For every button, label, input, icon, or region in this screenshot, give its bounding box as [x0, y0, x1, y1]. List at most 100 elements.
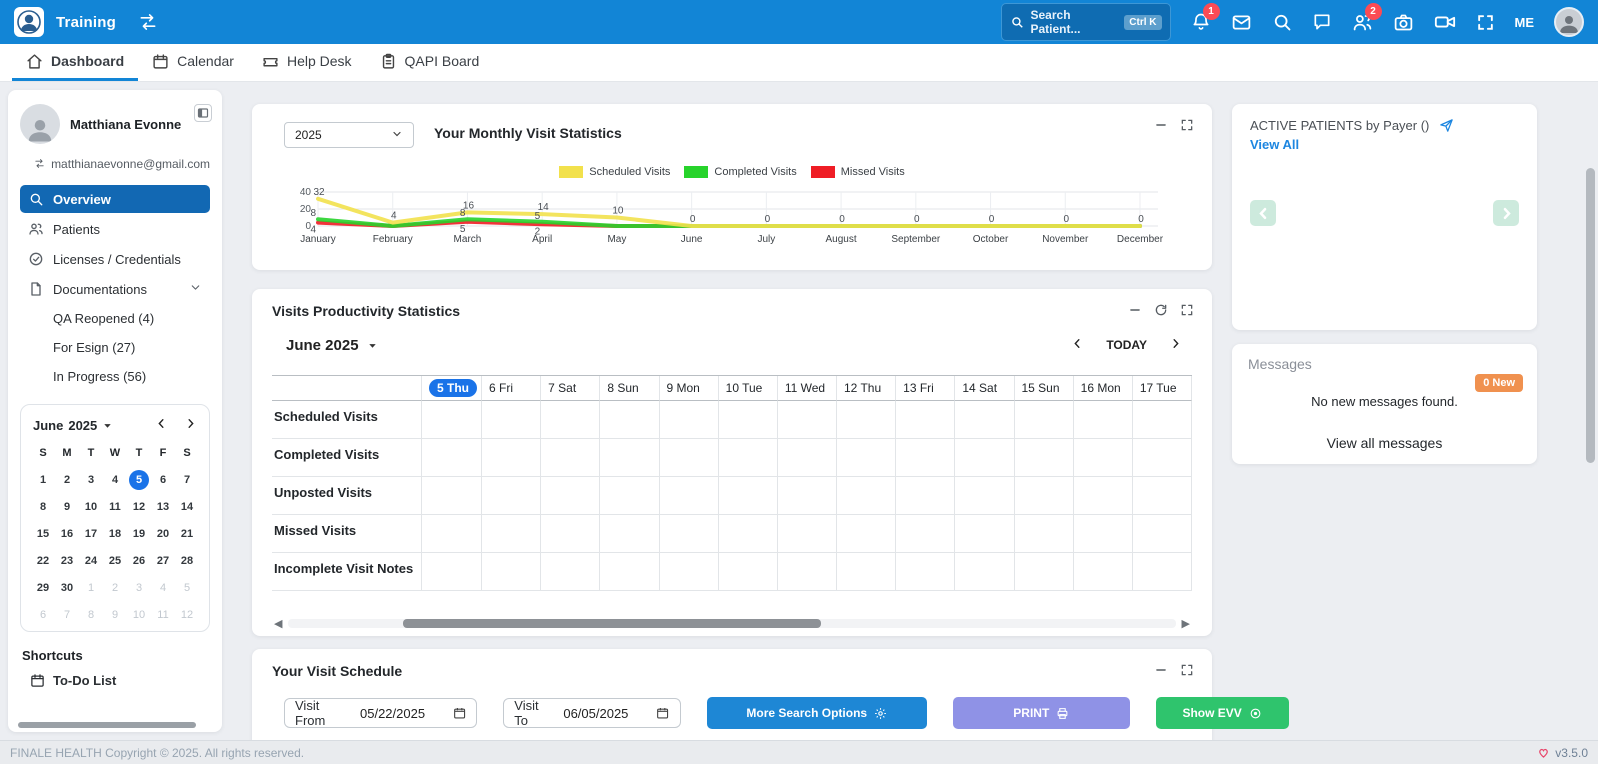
table-cell[interactable]	[422, 515, 482, 553]
calendar-icon[interactable]	[453, 706, 466, 720]
tab-dashboard[interactable]: Dashboard	[12, 44, 138, 81]
table-cell[interactable]	[896, 401, 955, 439]
table-cell[interactable]	[541, 401, 600, 439]
table-cell[interactable]	[1015, 553, 1074, 591]
patients-group-icon[interactable]: 2	[1352, 12, 1373, 33]
switch-account-icon[interactable]	[138, 12, 158, 32]
calendar-day-cell[interactable]: 12	[175, 603, 199, 627]
productivity-month-select[interactable]: June 2025	[286, 337, 378, 354]
expand-icon[interactable]	[1180, 663, 1194, 677]
calendar-day-cell[interactable]: 18	[103, 522, 127, 546]
table-cell[interactable]	[1133, 439, 1192, 477]
table-cell[interactable]	[778, 553, 837, 591]
expand-icon[interactable]	[1180, 118, 1194, 132]
minimize-icon[interactable]	[1128, 303, 1142, 317]
table-cell[interactable]	[778, 477, 837, 515]
mail-icon[interactable]	[1231, 12, 1252, 33]
table-day-header[interactable]: 15 Sun	[1015, 376, 1074, 401]
today-button[interactable]: TODAY	[1106, 338, 1147, 352]
sidebar-item-in-progress-56[interactable]: In Progress (56)	[20, 363, 210, 390]
calendar-day-cell[interactable]: 14	[175, 495, 199, 519]
calendar-day-cell[interactable]: 3	[79, 468, 103, 492]
table-cell[interactable]	[600, 401, 659, 439]
calendar-day-cell[interactable]: 7	[175, 468, 199, 492]
table-cell[interactable]	[719, 401, 778, 439]
table-scroll-right-icon[interactable]: ▶	[1182, 617, 1190, 630]
tab-qapi-board[interactable]: QAPI Board	[366, 44, 494, 81]
more-search-options-button[interactable]: More Search Options	[707, 697, 927, 729]
table-cell[interactable]	[422, 553, 482, 591]
table-cell[interactable]	[896, 515, 955, 553]
calendar-day-cell[interactable]: 4	[103, 468, 127, 492]
table-cell[interactable]	[660, 477, 719, 515]
tab-calendar[interactable]: Calendar	[138, 44, 248, 81]
table-cell[interactable]	[955, 439, 1014, 477]
table-cell[interactable]	[837, 553, 896, 591]
calendar-day-cell[interactable]: 8	[79, 603, 103, 627]
minimize-icon[interactable]	[1154, 663, 1168, 677]
table-day-header[interactable]: 8 Sun	[600, 376, 659, 401]
sidebar-item-patients[interactable]: Patients	[20, 215, 210, 243]
show-evv-button[interactable]: Show EVV	[1156, 697, 1289, 729]
messages-view-all-link[interactable]: View all messages	[1248, 435, 1521, 451]
tab-help-desk[interactable]: Help Desk	[248, 44, 366, 81]
table-cell[interactable]	[1074, 515, 1133, 553]
table-cell[interactable]	[1074, 439, 1133, 477]
calendar-day-cell[interactable]: 15	[31, 522, 55, 546]
fullscreen-icon[interactable]	[1476, 13, 1495, 32]
calendar-day-cell[interactable]: 6	[151, 468, 175, 492]
calendar-day-cell[interactable]: 2	[103, 576, 127, 600]
table-day-header[interactable]: 9 Mon	[660, 376, 719, 401]
table-cell[interactable]	[896, 439, 955, 477]
table-cell[interactable]	[660, 439, 719, 477]
next-week-icon[interactable]	[1169, 337, 1182, 353]
page-vertical-scrollbar[interactable]	[1586, 168, 1595, 463]
table-cell[interactable]	[1015, 477, 1074, 515]
table-cell[interactable]	[660, 401, 719, 439]
table-day-header[interactable]: 16 Mon	[1074, 376, 1133, 401]
calendar-day-cell[interactable]: 10	[79, 495, 103, 519]
table-horizontal-scrollbar[interactable]	[288, 619, 1176, 628]
table-day-header[interactable]: 10 Tue	[719, 376, 778, 401]
table-cell[interactable]	[719, 477, 778, 515]
table-cell[interactable]	[1133, 515, 1192, 553]
sidebar-collapse-icon[interactable]	[194, 104, 212, 122]
table-cell[interactable]	[600, 439, 659, 477]
table-cell[interactable]	[541, 553, 600, 591]
refresh-icon[interactable]	[1154, 303, 1168, 317]
table-day-header[interactable]: 11 Wed	[778, 376, 837, 401]
table-cell[interactable]	[1015, 439, 1074, 477]
table-cell[interactable]	[1074, 401, 1133, 439]
calendar-day-cell[interactable]: 25	[103, 549, 127, 573]
table-cell[interactable]	[482, 401, 541, 439]
table-cell[interactable]	[719, 553, 778, 591]
table-cell[interactable]	[719, 515, 778, 553]
sidebar-item-overview[interactable]: Overview	[20, 185, 210, 213]
calendar-next-icon[interactable]	[184, 417, 197, 433]
app-logo[interactable]	[14, 7, 44, 37]
minimize-icon[interactable]	[1154, 118, 1168, 132]
sidebar-item-licenses-credentials[interactable]: Licenses / Credentials	[20, 245, 210, 273]
table-cell[interactable]	[955, 515, 1014, 553]
year-select[interactable]: 2025	[284, 122, 414, 148]
calendar-day-cell[interactable]: 6	[31, 603, 55, 627]
carousel-next-icon[interactable]	[1493, 200, 1519, 226]
notifications-bell-icon[interactable]: 1	[1191, 12, 1211, 32]
table-cell[interactable]	[422, 439, 482, 477]
table-cell[interactable]	[778, 439, 837, 477]
table-day-header[interactable]: 5 Thu	[422, 376, 482, 401]
paper-plane-icon[interactable]	[1439, 118, 1454, 133]
calendar-day-cell[interactable]: 28	[175, 549, 199, 573]
table-day-header[interactable]: 7 Sat	[541, 376, 600, 401]
print-button[interactable]: PRINT	[953, 697, 1130, 729]
table-cell[interactable]	[1133, 401, 1192, 439]
calendar-month-select[interactable]: June 2025	[33, 418, 113, 433]
table-cell[interactable]	[422, 401, 482, 439]
table-cell[interactable]	[541, 439, 600, 477]
table-cell[interactable]	[1133, 477, 1192, 515]
calendar-day-cell[interactable]: 2	[55, 468, 79, 492]
table-day-header[interactable]: 12 Thu	[837, 376, 896, 401]
table-cell[interactable]	[896, 477, 955, 515]
table-cell[interactable]	[778, 515, 837, 553]
calendar-day-cell[interactable]: 9	[55, 495, 79, 519]
